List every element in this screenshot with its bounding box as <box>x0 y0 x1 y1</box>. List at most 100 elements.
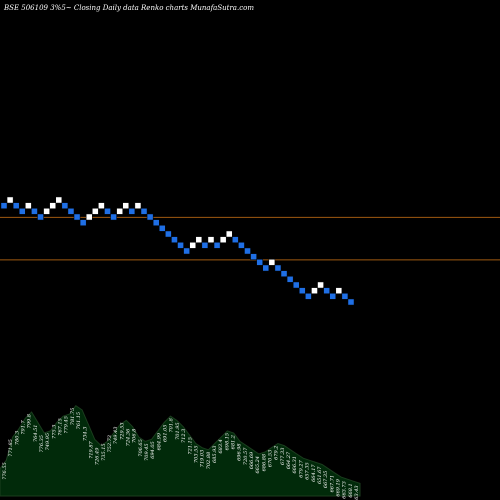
renko-brick-down <box>250 253 257 260</box>
renko-brick-down <box>37 213 44 221</box>
renko-brick-up <box>317 281 324 289</box>
volume-label: 709.45 <box>144 443 150 461</box>
renko-brick-down <box>323 287 330 294</box>
volume-label: 691.05 <box>163 425 169 443</box>
renko-brick-up <box>195 236 203 243</box>
renko-brick-down <box>256 259 263 266</box>
volume-label: 667.35 <box>323 471 329 489</box>
renko-brick-down <box>292 281 300 289</box>
volume-label: 651.67 <box>317 466 323 484</box>
renko-brick-down <box>177 242 184 249</box>
volume-area <box>0 405 361 497</box>
volume-label: 721.15 <box>187 437 193 455</box>
renko-brick-up <box>134 202 142 209</box>
volume-label: 701.95 <box>175 422 181 440</box>
volume-label: 706.65 <box>138 439 144 457</box>
volume-label: 664.27 <box>286 451 292 469</box>
renko-brick-up <box>335 287 343 294</box>
volume-label: 712.3 <box>181 429 187 443</box>
volume-label: 764.51 <box>33 425 39 443</box>
volume-label: 761.15 <box>76 412 82 430</box>
renko-brick-up <box>25 202 32 209</box>
renko-brick-down <box>152 219 160 226</box>
renko-brick-down <box>110 213 117 221</box>
volume-label: 749.95 <box>45 433 51 451</box>
volume-label: 663.73 <box>342 481 348 499</box>
volume-label: 679.27 <box>298 459 304 477</box>
volume-label: 781.75 <box>70 408 76 426</box>
volume-fill <box>0 405 361 497</box>
volume-label: 666.31 <box>292 456 298 474</box>
volume-label: 696.98 <box>237 443 243 461</box>
volume-label: 694.05 <box>150 441 156 459</box>
renko-brick-down <box>73 213 81 221</box>
renko-brick-up <box>55 196 63 204</box>
renko-brick-down <box>158 225 166 232</box>
renko-brick-down <box>305 293 312 300</box>
volume-label: 698.15 <box>224 433 230 451</box>
volume-label: 729.53 <box>119 422 125 440</box>
renko-brick-down <box>61 202 69 209</box>
volume-label: 664.17 <box>311 464 317 482</box>
volume-label: 706.8 <box>132 429 138 443</box>
volume-label: 684.99 <box>156 432 162 450</box>
volume-label: 767.15 <box>58 418 64 436</box>
volume-label: 702.88 <box>206 452 212 470</box>
renko-brick-down <box>171 236 178 243</box>
renko-bricks <box>0 196 355 306</box>
volume-label: 749.43 <box>113 427 119 445</box>
volume-label: 679.2 <box>274 446 280 460</box>
volume-label: 703.55 <box>193 446 199 464</box>
renko-brick-down <box>274 264 282 272</box>
renko-brick-down <box>104 208 111 215</box>
volume-label: 780.3 <box>14 431 20 445</box>
renko-brick-down <box>67 208 75 215</box>
volume-label: 779.45 <box>64 416 70 434</box>
renko-brick-down <box>329 293 337 300</box>
renko-brick-up <box>225 230 233 238</box>
renko-brick-down <box>299 287 306 294</box>
volume-label: 685.93 <box>212 446 218 464</box>
renko-brick-down <box>201 242 209 249</box>
renko-brick-up <box>311 287 318 294</box>
renko-brick-down <box>286 276 294 283</box>
volume-label: 799.8 <box>27 414 33 428</box>
volume-label: 776.35 <box>39 435 45 453</box>
renko-brick-down <box>140 208 148 215</box>
volume-label: 668.1 <box>348 483 354 497</box>
volume-label: 666.69 <box>249 451 255 469</box>
renko-brick-up <box>116 208 123 215</box>
renko-brick-up <box>122 202 130 209</box>
renko-brick-up <box>207 236 215 243</box>
renko-brick-down <box>128 208 136 215</box>
volume-label: 719.03 <box>200 450 206 468</box>
renko-brick-up <box>43 208 50 215</box>
volume-label: 657.35 <box>305 462 311 480</box>
volume-label: 669.19 <box>335 478 341 496</box>
renko-brick-down <box>262 264 270 272</box>
volume-label: 734.3 <box>82 427 88 441</box>
renko-brick-up <box>189 242 197 249</box>
volume-label: 686.88 <box>261 454 267 472</box>
chart-title: BSE 506109 3%5~ Closing Daily data Renko… <box>3 4 254 12</box>
renko-brick-down <box>18 208 26 215</box>
renko-brick-up <box>85 213 93 221</box>
volume-label: 735.15 <box>101 443 107 461</box>
renko-brick-up <box>6 196 14 204</box>
renko-brick-down <box>244 247 251 255</box>
renko-brick-down <box>280 270 288 277</box>
renko-brick-down <box>232 236 239 243</box>
volume-label: 771.85 <box>8 439 14 457</box>
renko-brick-down <box>0 202 8 209</box>
volume-label: 683.4 <box>218 439 224 453</box>
renko-brick-down <box>347 298 355 306</box>
renko-brick-up <box>219 236 227 243</box>
volume-label: 701.8 <box>169 418 175 432</box>
renko-brick-down <box>12 202 20 209</box>
volume-label: 670.53 <box>268 450 274 468</box>
volume-label: 720.57 <box>243 447 249 465</box>
volume-label: 719.87 <box>88 440 94 458</box>
volume-label: 667.71 <box>329 475 335 493</box>
volume-label: 663.43 <box>354 485 360 500</box>
